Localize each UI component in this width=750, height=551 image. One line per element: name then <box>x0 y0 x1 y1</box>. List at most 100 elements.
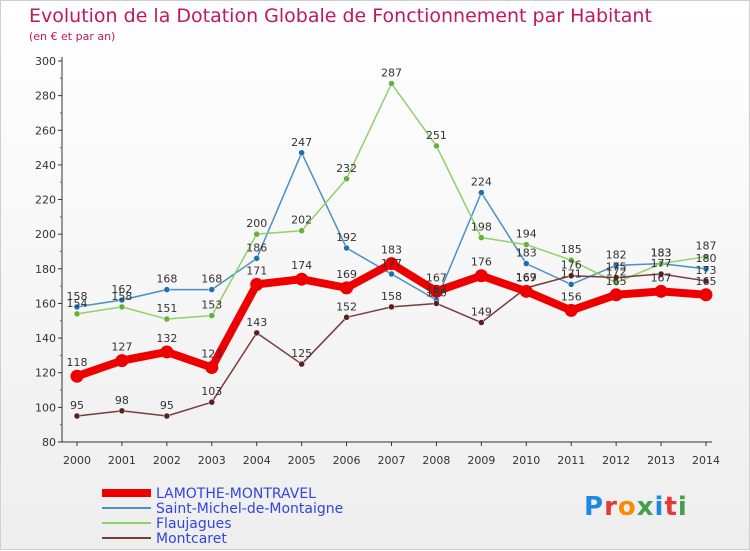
data-label: 183 <box>516 247 537 260</box>
data-label: 182 <box>606 248 627 261</box>
data-label: 183 <box>651 247 672 260</box>
data-point <box>250 277 264 291</box>
data-point <box>208 398 216 406</box>
data-point <box>118 303 126 311</box>
data-point <box>699 288 713 302</box>
data-label: 186 <box>246 241 267 254</box>
data-label: 98 <box>115 394 129 407</box>
data-label: 160 <box>426 286 447 299</box>
x-tick-label: 2004 <box>243 454 271 467</box>
data-point <box>73 310 81 318</box>
brand-letter: i <box>654 492 665 522</box>
data-point <box>163 286 171 293</box>
data-point <box>433 300 440 307</box>
data-point <box>612 262 620 269</box>
legend-label: Flaujagues <box>156 516 232 532</box>
data-label: 192 <box>336 231 357 244</box>
y-tick-label: 160 <box>35 297 56 310</box>
data-point <box>612 274 620 281</box>
y-tick-label: 80 <box>42 436 56 449</box>
data-point <box>298 227 305 234</box>
data-label: 172 <box>606 266 627 279</box>
data-label: 176 <box>471 256 492 269</box>
data-label: 287 <box>381 67 402 80</box>
brand-letter: x <box>636 492 655 522</box>
data-label: 118 <box>67 356 88 369</box>
data-point <box>115 354 129 368</box>
legend-label: LAMOTHE-MONTRAVEL <box>156 486 316 502</box>
y-tick-label: 260 <box>35 124 56 137</box>
y-tick-label: 180 <box>35 263 56 276</box>
data-label: 194 <box>516 228 537 241</box>
y-tick-label: 240 <box>35 159 56 172</box>
data-label: 187 <box>696 240 717 253</box>
data-point <box>657 270 665 278</box>
data-label: 168 <box>201 273 222 286</box>
data-point <box>343 175 350 183</box>
chart-title: Evolution de la Dotation Globale de Fonc… <box>29 5 652 27</box>
data-label: 167 <box>426 271 447 284</box>
x-tick-label: 2001 <box>108 454 136 467</box>
y-tick-label: 100 <box>35 401 56 414</box>
data-label: 174 <box>291 259 312 272</box>
data-label: 162 <box>426 283 447 296</box>
data-label: 183 <box>381 244 402 257</box>
data-label: 103 <box>201 385 222 398</box>
x-tick-label: 2006 <box>333 454 361 467</box>
data-label: 158 <box>111 290 132 303</box>
legend-label: Saint-Michel-de-Montaigne <box>156 501 343 517</box>
data-label: 177 <box>381 257 402 270</box>
data-label: 232 <box>336 162 357 175</box>
data-point <box>523 241 530 248</box>
data-label: 251 <box>426 129 447 142</box>
data-point <box>385 257 398 271</box>
data-point <box>163 412 171 420</box>
data-point <box>702 253 710 260</box>
data-point <box>73 412 81 420</box>
data-point <box>205 361 219 375</box>
data-point <box>702 277 710 285</box>
data-label: 123 <box>201 348 222 361</box>
data-point <box>478 189 485 196</box>
y-tick-label: 280 <box>35 90 56 103</box>
data-point <box>609 288 623 302</box>
data-point <box>208 312 216 319</box>
data-point <box>388 270 395 278</box>
x-tick-label: 2010 <box>512 454 540 467</box>
data-label: 173 <box>696 264 717 277</box>
x-tick-label: 2012 <box>602 454 630 467</box>
data-label: 171 <box>561 267 582 280</box>
data-point <box>567 281 575 288</box>
data-point <box>478 319 485 326</box>
data-label: 95 <box>160 399 174 412</box>
data-point <box>567 272 575 279</box>
data-label: 169 <box>516 271 537 284</box>
data-label: 180 <box>696 252 717 265</box>
brand-letter: i <box>677 492 688 522</box>
data-point <box>343 244 350 252</box>
data-label: 154 <box>67 297 88 310</box>
data-label: 165 <box>606 275 627 288</box>
x-tick-label: 2008 <box>422 454 450 467</box>
data-label: 175 <box>606 260 627 273</box>
data-label: 151 <box>156 302 177 315</box>
data-point <box>118 407 126 415</box>
data-point <box>208 286 216 293</box>
data-point <box>298 360 305 368</box>
data-label: 125 <box>291 347 312 360</box>
data-point <box>163 315 171 323</box>
data-label: 152 <box>336 300 357 313</box>
data-label: 169 <box>336 268 357 281</box>
data-point <box>118 296 126 304</box>
y-tick-label: 140 <box>35 332 56 345</box>
data-point <box>657 260 665 267</box>
data-point <box>478 234 485 241</box>
brand-letter: t <box>664 492 678 522</box>
brand-letter: r <box>604 492 618 522</box>
data-point <box>253 329 260 337</box>
data-label: 165 <box>696 275 717 288</box>
data-label: 158 <box>381 290 402 303</box>
data-point <box>70 369 84 383</box>
